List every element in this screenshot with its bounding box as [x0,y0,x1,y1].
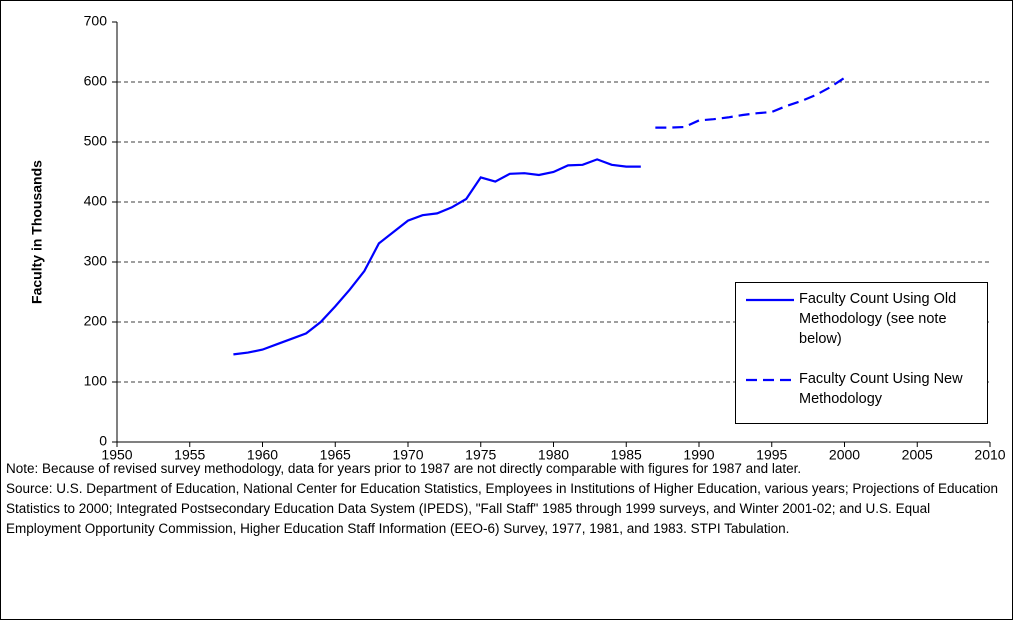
legend: Faculty Count Using Old Methodology (see… [735,282,988,424]
y-tick-label: 300 [84,253,108,269]
x-tick-label: 1975 [465,447,496,460]
legend-swatch [746,378,794,382]
x-tick-label: 1995 [756,447,787,460]
x-tick-label: 1985 [611,447,642,460]
y-tick-label: 600 [84,73,108,89]
legend-label: Faculty Count Using Old Methodology (see… [799,291,957,347]
series-line [233,158,641,356]
x-tick-label: 2010 [974,447,1005,460]
y-axis-label: Faculty in Thousands [29,160,45,304]
y-tick-label: 100 [84,373,108,389]
y-tick-label: 700 [84,13,108,29]
legend-swatch [746,298,794,302]
x-tick-label: 2005 [902,447,933,460]
y-tick-label: 500 [84,133,108,149]
x-tick-label: 1965 [320,447,351,460]
series-line [655,76,846,129]
source: Source: U.S. Department of Education, Na… [6,481,999,536]
x-tick-label: 1970 [392,447,423,460]
y-tick-label: 400 [84,193,108,209]
x-tick-label: 1950 [101,447,132,460]
x-tick-label: 1955 [174,447,205,460]
y-tick-label: 0 [99,433,107,449]
chart: Faculty in Thousands 0 100 200 300 400 500 600… [29,13,1006,460]
x-tick-label: 2000 [829,447,860,460]
y-tick-label: 200 [84,313,108,329]
x-tick-label: 1990 [683,447,714,460]
notes: Note: Because of revised survey methodol… [6,459,1006,539]
x-tick-label: 1980 [538,447,569,460]
legend-label: Faculty Count Using New Methodology [799,371,963,407]
note: Note: Because of revised survey methodol… [6,461,802,476]
x-tick-label: 1960 [247,447,278,460]
